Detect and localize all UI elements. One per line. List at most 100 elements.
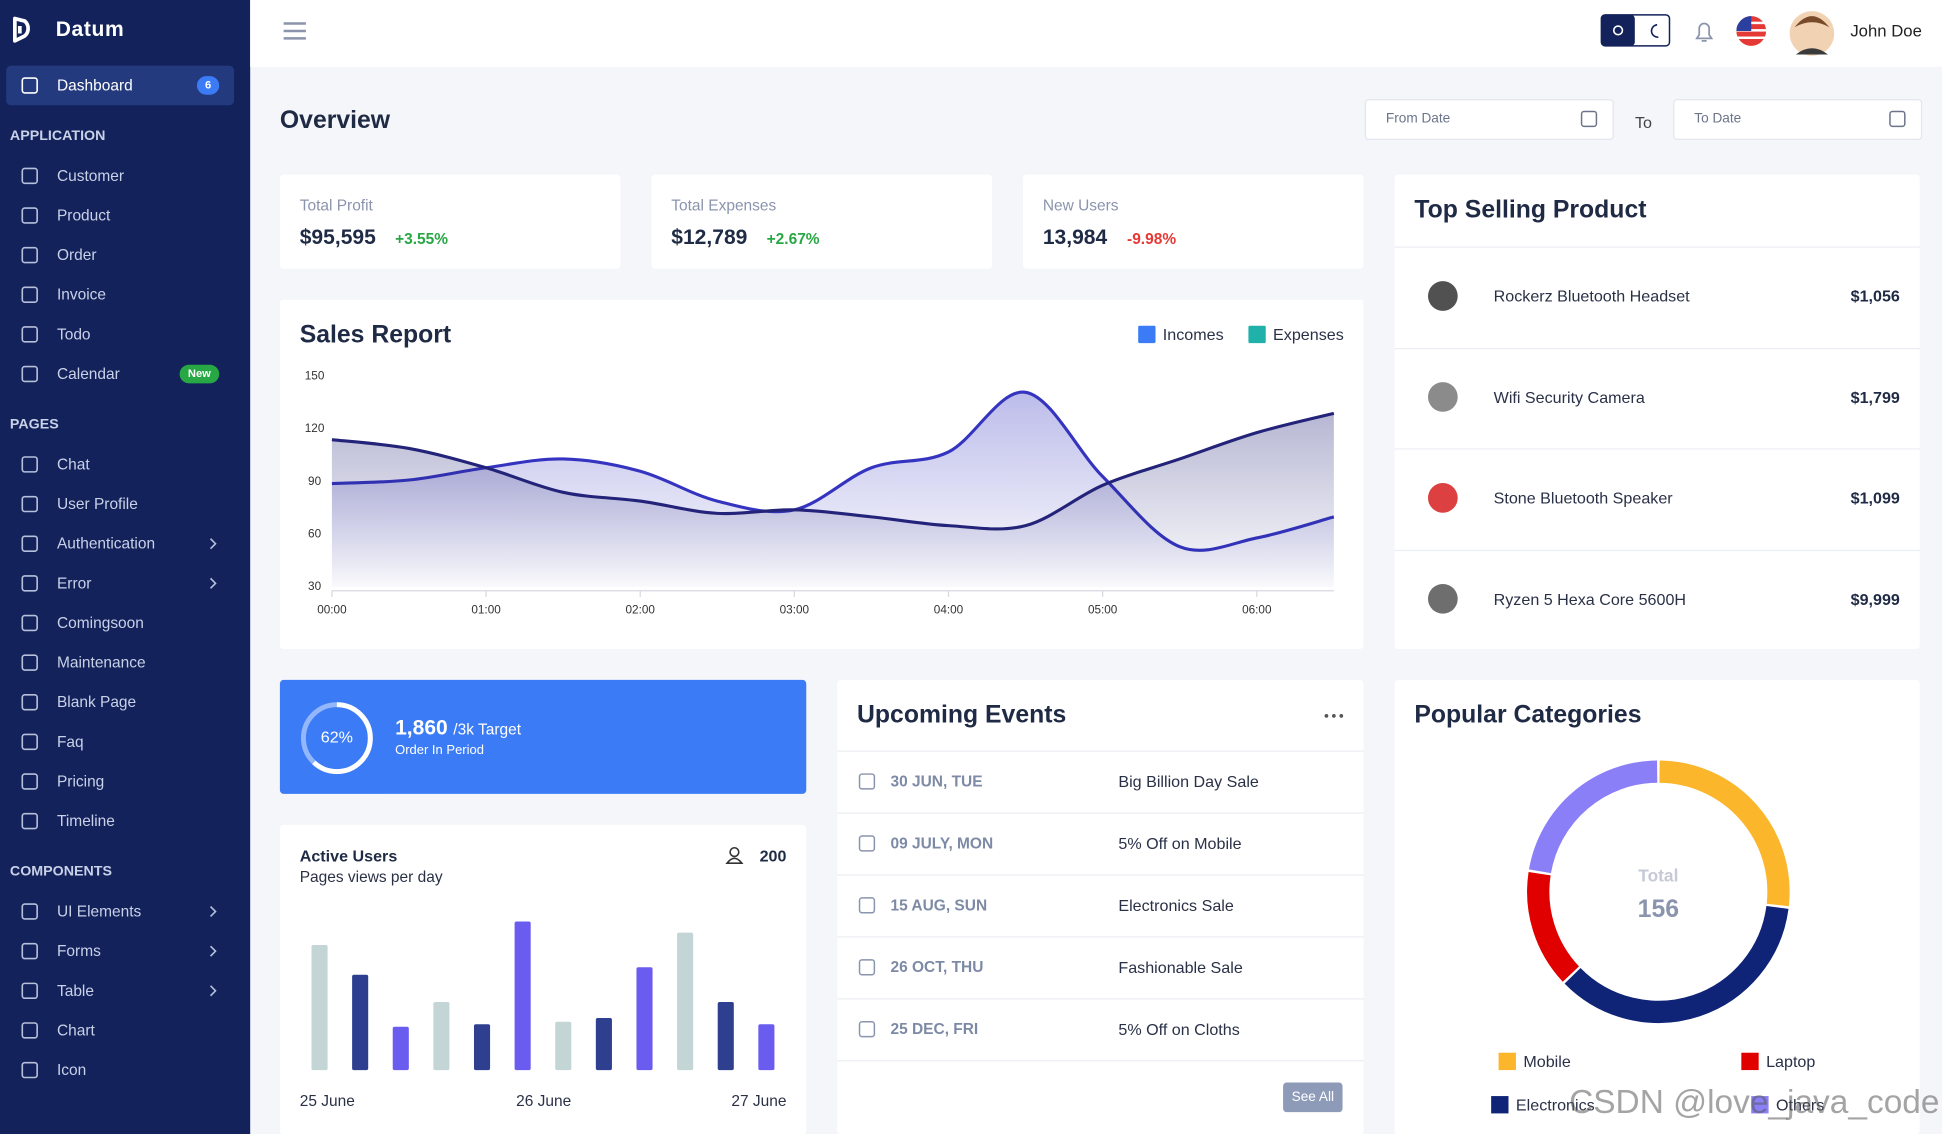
menu-item[interactable]: Todo (56, 325, 91, 344)
menu-item[interactable]: Blank Page (56, 693, 137, 711)
product-name: Stone Bluetooth Speaker (1493, 488, 1673, 508)
x-label: 25 June (299, 1092, 355, 1110)
menu-item[interactable]: Calendar (56, 365, 120, 383)
date-separator: To (1634, 113, 1652, 132)
brand: Datum (55, 17, 125, 41)
top-bar (250, 0, 1942, 67)
menu-item[interactable]: Error (56, 574, 92, 593)
menu-badge: New (179, 364, 220, 384)
menu-item[interactable]: Invoice (56, 286, 107, 304)
event-name: Electronics Sale (1118, 896, 1234, 915)
menu-item[interactable]: Product (56, 206, 111, 225)
legend-label: Mobile (1523, 1052, 1571, 1071)
legend-label: Others (1776, 1095, 1825, 1115)
section-title: COMPONENTS (9, 864, 112, 880)
event-date: 09 JULY, MON (890, 834, 994, 853)
event-name: 5% Off on Mobile (1118, 834, 1242, 853)
stat-label: Total Expenses (671, 196, 777, 215)
menu-item[interactable]: Forms (56, 942, 101, 960)
product-name: Wifi Security Camera (1493, 387, 1645, 407)
product-price: $1,799 (1850, 387, 1900, 407)
date-placeholder: To Date (1694, 111, 1742, 127)
events-card (837, 679, 1364, 1134)
target-goal: /3k Target (453, 720, 522, 739)
menu-item[interactable]: Comingsoon (56, 614, 144, 632)
section-title: PAGES (9, 417, 59, 433)
card-title: Popular Categories (1414, 701, 1642, 729)
menu-item[interactable]: Chart (56, 1021, 95, 1040)
stat-change: +2.67% (766, 230, 820, 248)
page-title: Overview (279, 107, 391, 135)
product-name: Rockerz Bluetooth Headset (1493, 286, 1690, 306)
event-name: 5% Off on Cloths (1118, 1019, 1240, 1039)
card-title: Top Selling Product (1414, 196, 1647, 224)
stat-card (651, 174, 993, 269)
product-price: $1,099 (1850, 488, 1900, 508)
menu-item[interactable]: Dashboard (56, 76, 133, 95)
categories-card (1394, 679, 1920, 1134)
row-divider (1394, 347, 1920, 349)
x-label: 27 June (731, 1092, 787, 1110)
stat-change: +3.55% (395, 230, 449, 248)
stat-value: $12,789 (671, 225, 748, 249)
stat-value: 13,984 (1042, 225, 1108, 249)
x-label: 26 June (516, 1092, 572, 1110)
menu-item[interactable]: Customer (56, 167, 125, 185)
date-input[interactable] (1364, 99, 1614, 140)
row-divider (837, 998, 1364, 1000)
stat-value: $95,595 (299, 225, 376, 249)
row-divider (837, 874, 1364, 876)
row-divider (1394, 246, 1920, 248)
legend-label: Incomes (1162, 325, 1224, 344)
row-divider (837, 936, 1364, 938)
chart-subtitle: Pages views per day (299, 868, 443, 886)
menu-badge: 6 (196, 76, 220, 95)
sales-card (279, 299, 1364, 649)
event-date: 30 JUN, TUE (890, 772, 983, 791)
menu-item[interactable]: Timeline (56, 812, 115, 830)
event-name: Big Billion Day Sale (1118, 772, 1259, 791)
product-price: $9,999 (1850, 589, 1900, 609)
product-price: $1,056 (1850, 286, 1900, 306)
menu-item[interactable]: Authentication (56, 535, 156, 553)
row-divider (1394, 549, 1920, 551)
stat-label: Total Profit (299, 196, 373, 215)
menu-item[interactable]: Table (56, 982, 94, 1000)
row-divider (837, 812, 1364, 814)
menu-item[interactable]: Pricing (56, 772, 105, 791)
event-date: 15 AUG, SUN (890, 896, 988, 915)
stat-card (1023, 174, 1364, 269)
menu-item[interactable]: Chat (56, 455, 90, 474)
legend-label: Expenses (1273, 325, 1344, 344)
active-item[interactable] (6, 65, 235, 106)
legend-label: Laptop (1766, 1052, 1816, 1071)
watermark: CSDN @love_java_code (1569, 1083, 1940, 1121)
legend-label: Electronics (1515, 1095, 1595, 1115)
row-divider (1394, 448, 1920, 450)
target-caption: Order In Period (395, 743, 485, 758)
row-divider (837, 750, 1364, 752)
sidebar (0, 0, 251, 1134)
section-title: APPLICATION (9, 128, 106, 144)
event-date: 25 DEC, FRI (890, 1020, 979, 1038)
card-title: Upcoming Events (857, 701, 1067, 729)
stat-change: -9.98% (1127, 230, 1177, 248)
menu-item[interactable]: User Profile (56, 495, 138, 513)
menu-item[interactable]: UI Elements (56, 902, 142, 921)
user-count: 200 (759, 846, 787, 866)
date-placeholder: From Date (1385, 111, 1451, 127)
menu-item[interactable]: Maintenance (56, 653, 146, 672)
menu-item[interactable]: Icon (56, 1061, 87, 1079)
event-name: Fashionable Sale (1118, 957, 1243, 977)
stat-card (279, 174, 621, 269)
menu-item[interactable]: Order (56, 246, 97, 264)
target-value: 1,860 (395, 715, 448, 740)
event-date: 26 OCT, THU (890, 958, 984, 976)
user-name[interactable]: John Doe (1850, 21, 1922, 41)
target-card (279, 679, 807, 794)
menu-item[interactable]: Faq (56, 733, 84, 751)
date-input[interactable] (1673, 99, 1923, 140)
see-all-button[interactable]: See All (1283, 1082, 1343, 1113)
